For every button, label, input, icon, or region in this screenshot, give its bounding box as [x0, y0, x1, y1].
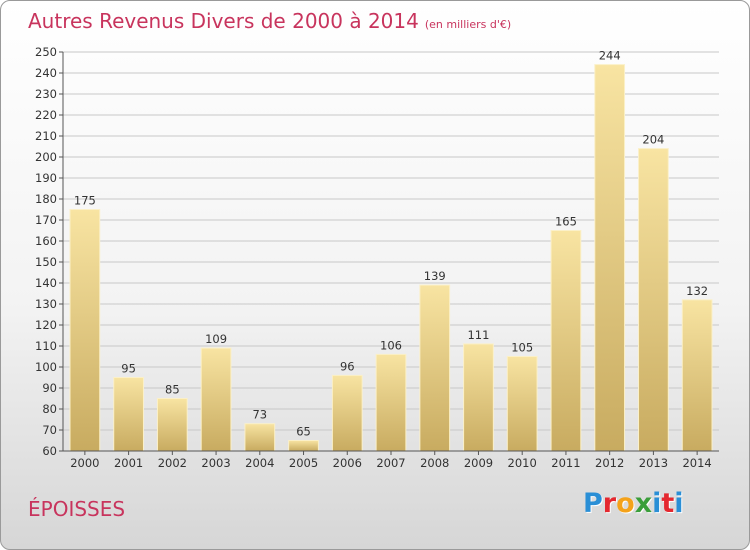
bar-2003	[200, 347, 232, 452]
data-label-2009: 111	[467, 328, 489, 342]
data-label-2002: 85	[165, 383, 180, 397]
x-tick-label-2010: 2010	[508, 456, 537, 470]
y-tick-label-140: 140	[35, 276, 57, 290]
logo-letter: o	[616, 488, 635, 519]
bar-2014	[681, 299, 713, 452]
x-tick-label-2013: 2013	[639, 456, 668, 470]
data-label-2003: 109	[205, 332, 227, 346]
x-tick-label-2008: 2008	[420, 456, 449, 470]
x-tick-label-2002: 2002	[158, 456, 187, 470]
y-tick-labels: 60 70 80 90 100 110 120 130 140 150 160 170 180 190 20…	[35, 45, 57, 458]
data-label-2007: 106	[380, 338, 402, 352]
y-tick-label-150: 150	[35, 255, 57, 269]
logo-letter: i	[674, 488, 684, 519]
y-tick-label-230: 230	[35, 87, 57, 101]
logo-letter: r	[602, 488, 617, 519]
bar-2013	[638, 148, 669, 452]
y-tick-label-90: 90	[42, 381, 57, 395]
y-tick-label-170: 170	[35, 213, 57, 227]
x-tick-label-2012: 2012	[595, 456, 624, 470]
logo-letter: x	[634, 488, 653, 519]
y-tick-label-220: 220	[35, 108, 57, 122]
y-tick-label-60: 60	[42, 444, 57, 458]
data-labels: 175 95 85 109 73 65 96 106 139 111 105 165 244 204 132	[74, 49, 708, 439]
commune-name: ÉPOISSES	[28, 497, 126, 521]
data-label-2014: 132	[686, 284, 708, 298]
logo-letter: P	[583, 488, 603, 519]
x-tick-label-2003: 2003	[201, 456, 230, 470]
y-tick-label-100: 100	[35, 360, 57, 374]
y-tick-label-110: 110	[35, 339, 57, 353]
data-label-2013: 204	[642, 133, 664, 147]
bar-2001	[113, 377, 144, 452]
bar-2010	[506, 356, 538, 452]
x-tick-label-2009: 2009	[464, 456, 493, 470]
bar-2007	[375, 353, 407, 452]
bar-2008	[419, 284, 451, 452]
bar-2002	[156, 398, 188, 452]
x-tick-label-2014: 2014	[682, 456, 711, 470]
bar-2005	[288, 440, 319, 452]
data-label-2004: 73	[252, 408, 267, 422]
data-label-2012: 244	[599, 49, 621, 63]
x-tick-label-2005: 2005	[289, 456, 318, 470]
axes	[59, 51, 719, 455]
bars	[69, 64, 713, 452]
data-label-2006: 96	[340, 359, 355, 373]
data-label-2008: 139	[424, 269, 446, 283]
data-label-2001: 95	[121, 362, 136, 376]
x-tick-label-2000: 2000	[70, 456, 99, 470]
y-tick-label-70: 70	[42, 423, 57, 437]
y-tick-label-200: 200	[35, 150, 57, 164]
x-tick-label-2001: 2001	[114, 456, 143, 470]
y-tick-label-80: 80	[42, 402, 57, 416]
y-tick-label-130: 130	[35, 297, 57, 311]
x-tick-labels: 2000 2001 2002 2003 2004 2005 2006 2007 2008 2009…	[70, 456, 712, 470]
bar-2009	[463, 343, 494, 452]
logo-letter: i	[652, 488, 662, 519]
logo-letter: t	[661, 488, 675, 519]
y-tick-label-210: 210	[35, 129, 57, 143]
y-tick-label-160: 160	[35, 234, 57, 248]
data-label-2011: 165	[555, 215, 577, 229]
bar-2004	[244, 423, 276, 452]
data-label-2010: 105	[511, 341, 533, 355]
bar-2012	[594, 64, 626, 452]
data-label-2000: 175	[74, 194, 96, 208]
y-tick-label-250: 250	[35, 45, 57, 59]
x-tick-label-2007: 2007	[376, 456, 405, 470]
y-tick-label-190: 190	[35, 171, 57, 185]
proxiti-logo: Proxiti	[583, 488, 684, 519]
chart-title-text: Autres Revenus Divers de 2000 à 2014	[28, 9, 419, 33]
x-tick-label-2006: 2006	[333, 456, 362, 470]
chart-title: Autres Revenus Divers de 2000 à 2014 (en …	[28, 9, 511, 33]
bar-2000	[69, 209, 101, 452]
chart-subtitle: (en milliers d'€)	[424, 18, 512, 31]
x-tick-label-2011: 2011	[551, 456, 580, 470]
y-tick-label-120: 120	[35, 318, 57, 332]
bar-2006	[331, 374, 363, 452]
x-tick-label-2004: 2004	[245, 456, 274, 470]
y-tick-label-180: 180	[35, 192, 57, 206]
bar-2011	[550, 230, 582, 452]
y-tick-label-240: 240	[35, 66, 57, 80]
data-label-2005: 65	[296, 425, 311, 439]
